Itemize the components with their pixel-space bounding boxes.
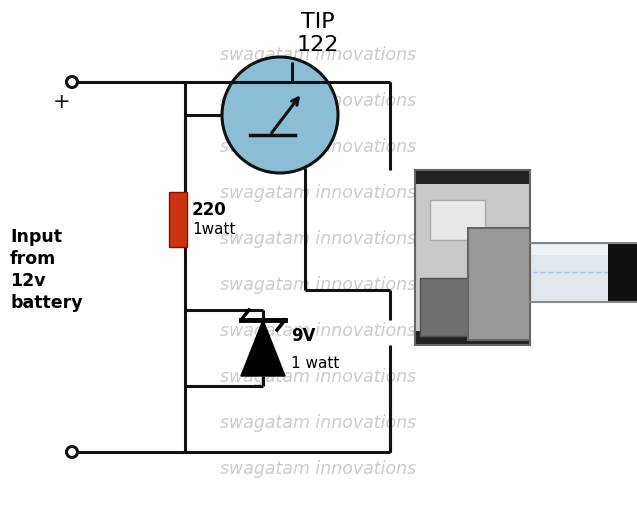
Text: swagatam innovations: swagatam innovations bbox=[220, 230, 416, 248]
Text: swagatam innovations: swagatam innovations bbox=[220, 414, 416, 432]
Text: swagatam innovations: swagatam innovations bbox=[220, 138, 416, 156]
Circle shape bbox=[222, 57, 338, 173]
Bar bbox=[415, 331, 530, 345]
Text: swagatam innovations: swagatam innovations bbox=[220, 92, 416, 110]
Text: swagatam innovations: swagatam innovations bbox=[220, 184, 416, 202]
Text: +: + bbox=[53, 92, 71, 112]
Text: swagatam innovations: swagatam innovations bbox=[220, 368, 416, 386]
Text: swagatam innovations: swagatam innovations bbox=[220, 460, 416, 478]
Text: swagatam innovations: swagatam innovations bbox=[220, 46, 416, 64]
Bar bbox=[528, 245, 637, 255]
Text: TIP: TIP bbox=[301, 12, 335, 32]
Circle shape bbox=[66, 77, 78, 88]
Bar bbox=[415, 170, 530, 184]
Text: 9V: 9V bbox=[291, 327, 315, 345]
Bar bbox=[169, 192, 187, 247]
Text: Input
from
12v
battery: Input from 12v battery bbox=[10, 228, 83, 312]
Bar bbox=[468, 228, 530, 340]
Bar bbox=[608, 243, 637, 302]
Text: 1watt: 1watt bbox=[192, 223, 236, 237]
Text: 1 watt: 1 watt bbox=[291, 355, 340, 371]
Bar bbox=[420, 278, 520, 336]
Polygon shape bbox=[241, 320, 285, 376]
Bar bbox=[430, 200, 485, 240]
Bar bbox=[415, 170, 530, 345]
Text: swagatam innovations: swagatam innovations bbox=[220, 276, 416, 294]
Text: 220: 220 bbox=[192, 201, 227, 219]
Text: swagatam innovations: swagatam innovations bbox=[220, 322, 416, 340]
Circle shape bbox=[66, 447, 78, 457]
Bar bbox=[415, 170, 530, 345]
Text: 122: 122 bbox=[297, 35, 339, 55]
Bar bbox=[528, 243, 637, 302]
